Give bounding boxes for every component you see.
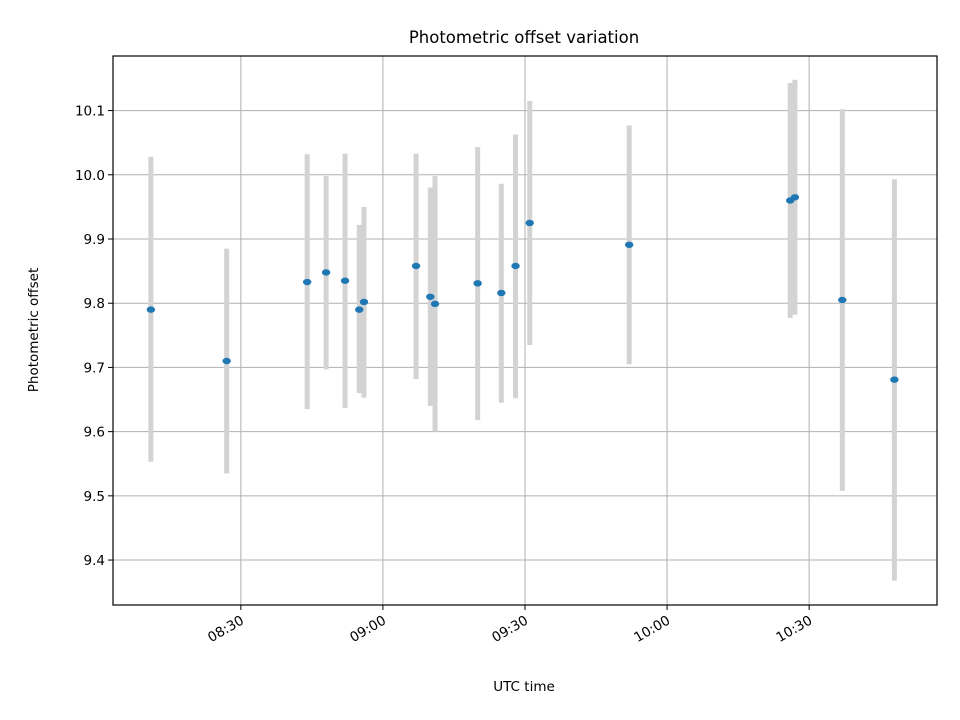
data-point <box>321 269 331 276</box>
data-point <box>222 357 231 365</box>
data-point <box>146 306 156 313</box>
y-tick-label: 9.4 <box>84 553 105 569</box>
data-point <box>511 262 520 270</box>
y-tick-label: 10.1 <box>75 104 105 120</box>
data-point <box>411 262 421 270</box>
y-tick-label: 9.6 <box>84 425 105 441</box>
data-point <box>430 300 440 308</box>
y-axis-label: Photometric offset <box>26 268 42 392</box>
y-tick-label: 9.8 <box>84 296 105 312</box>
y-axis-ticks: 9.4 9.5 9.6 9.7 9.8 9.9 10.0 10.1 <box>75 104 113 569</box>
data-point <box>790 194 800 201</box>
data-point <box>473 280 482 287</box>
data-point <box>838 296 847 304</box>
y-tick-label: 9.5 <box>84 489 105 505</box>
data-point <box>302 278 312 286</box>
data-point <box>359 298 369 306</box>
data-point <box>426 293 435 300</box>
y-tick-label: 10.0 <box>75 168 105 184</box>
data-points <box>146 194 899 383</box>
x-axis-label: UTC time <box>493 679 555 695</box>
data-point <box>497 289 506 297</box>
data-point <box>890 376 899 383</box>
chart-title: Photometric offset variation <box>409 28 639 47</box>
data-point <box>624 241 634 248</box>
y-tick-label: 9.7 <box>84 360 105 376</box>
data-point <box>525 219 534 227</box>
data-point <box>355 306 364 313</box>
y-tick-label: 9.9 <box>84 232 105 248</box>
grid <box>113 56 937 605</box>
data-point <box>340 277 350 284</box>
